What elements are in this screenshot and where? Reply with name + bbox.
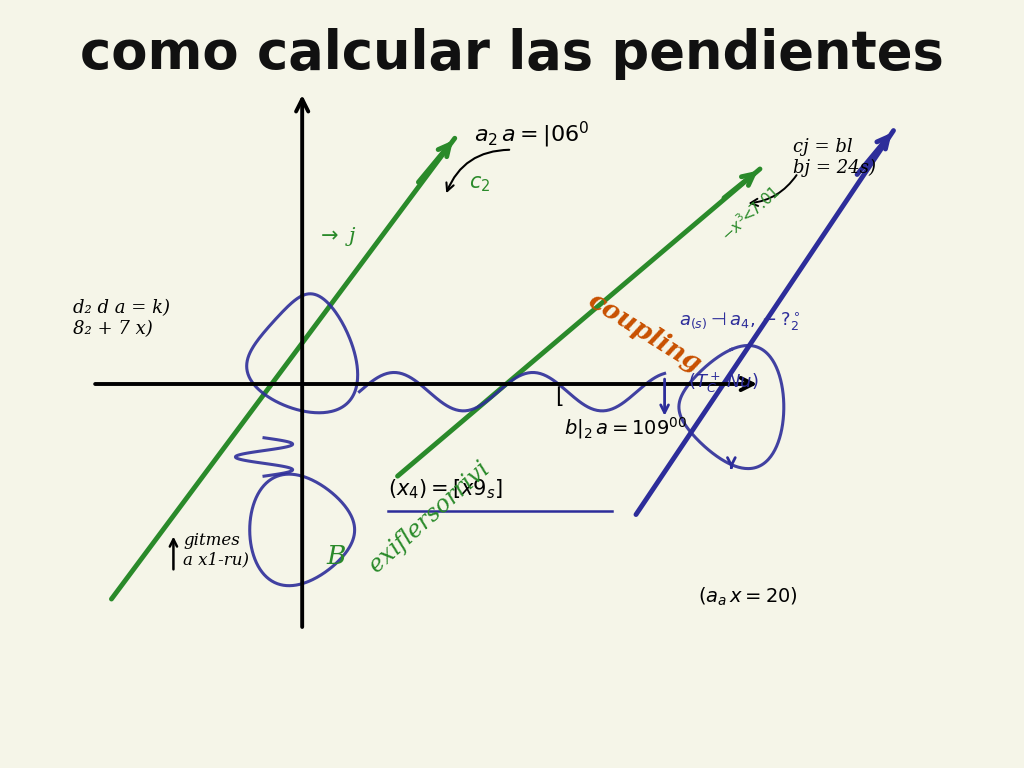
Text: como calcular las pendientes: como calcular las pendientes xyxy=(80,28,944,80)
Text: $(x_4) = [x9_s]$: $(x_4) = [x9_s]$ xyxy=(388,478,503,501)
Text: $\lfloor$: $\lfloor$ xyxy=(555,384,563,409)
Text: $(T_C^+\, Nu)$: $(T_C^+\, Nu)$ xyxy=(688,371,759,396)
Text: gitmes
a x1-ru): gitmes a x1-ru) xyxy=(183,532,249,568)
Text: exiflersorrivi: exiflersorrivi xyxy=(365,457,494,578)
Text: $a_{(s)}\dashv a_4,-?^\circ_2$: $a_{(s)}\dashv a_4,-?^\circ_2$ xyxy=(679,311,801,333)
Text: $b|_2\, a = 109^{00}$: $b|_2\, a = 109^{00}$ xyxy=(564,415,688,441)
Text: coupling: coupling xyxy=(584,288,707,378)
Text: $a_2\, a = |06^0$: $a_2\, a = |06^0$ xyxy=(474,120,590,151)
Text: cj = bl
bj = 24s): cj = bl bj = 24s) xyxy=(794,137,877,177)
Text: d₂ d a = k)
8₂ + 7 x): d₂ d a = k) 8₂ + 7 x) xyxy=(74,300,170,338)
Text: $(a_a\, x = 20)$: $(a_a\, x = 20)$ xyxy=(698,586,798,608)
Text: B: B xyxy=(326,545,345,570)
Text: $-x^3\!\!<\!\!7.01$: $-x^3\!\!<\!\!7.01$ xyxy=(717,182,784,245)
Text: $\rightarrow$ j: $\rightarrow$ j xyxy=(316,225,357,248)
Text: $c_2$: $c_2$ xyxy=(469,174,490,194)
